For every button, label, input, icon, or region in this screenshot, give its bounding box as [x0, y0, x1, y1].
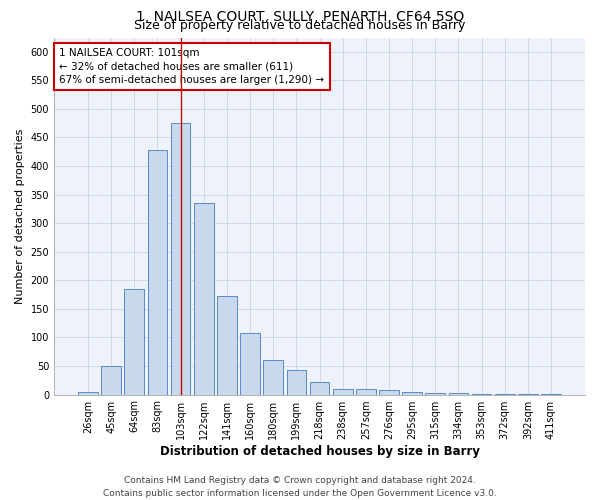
Bar [194, 203, 214, 394]
Text: 1 NAILSEA COURT: 101sqm
← 32% of detached houses are smaller (611)
67% of semi-d: 1 NAILSEA COURT: 101sqm ← 32% of detache… [59, 48, 325, 84]
Text: 1, NAILSEA COURT, SULLY, PENARTH, CF64 5SQ: 1, NAILSEA COURT, SULLY, PENARTH, CF64 5… [136, 10, 464, 24]
Bar [148, 150, 167, 394]
Bar [425, 393, 445, 394]
Bar [310, 382, 329, 394]
Bar [240, 334, 260, 394]
Bar [379, 390, 399, 394]
Bar [263, 360, 283, 394]
Text: Size of property relative to detached houses in Barry: Size of property relative to detached ho… [134, 19, 466, 32]
Bar [101, 366, 121, 394]
Bar [333, 389, 353, 394]
Text: Contains HM Land Registry data © Crown copyright and database right 2024.
Contai: Contains HM Land Registry data © Crown c… [103, 476, 497, 498]
Bar [124, 289, 144, 395]
Bar [402, 392, 422, 394]
Bar [78, 392, 98, 394]
Bar [171, 123, 190, 394]
Bar [217, 296, 237, 394]
Bar [356, 389, 376, 394]
X-axis label: Distribution of detached houses by size in Barry: Distribution of detached houses by size … [160, 444, 479, 458]
Y-axis label: Number of detached properties: Number of detached properties [15, 128, 25, 304]
Bar [287, 370, 306, 394]
